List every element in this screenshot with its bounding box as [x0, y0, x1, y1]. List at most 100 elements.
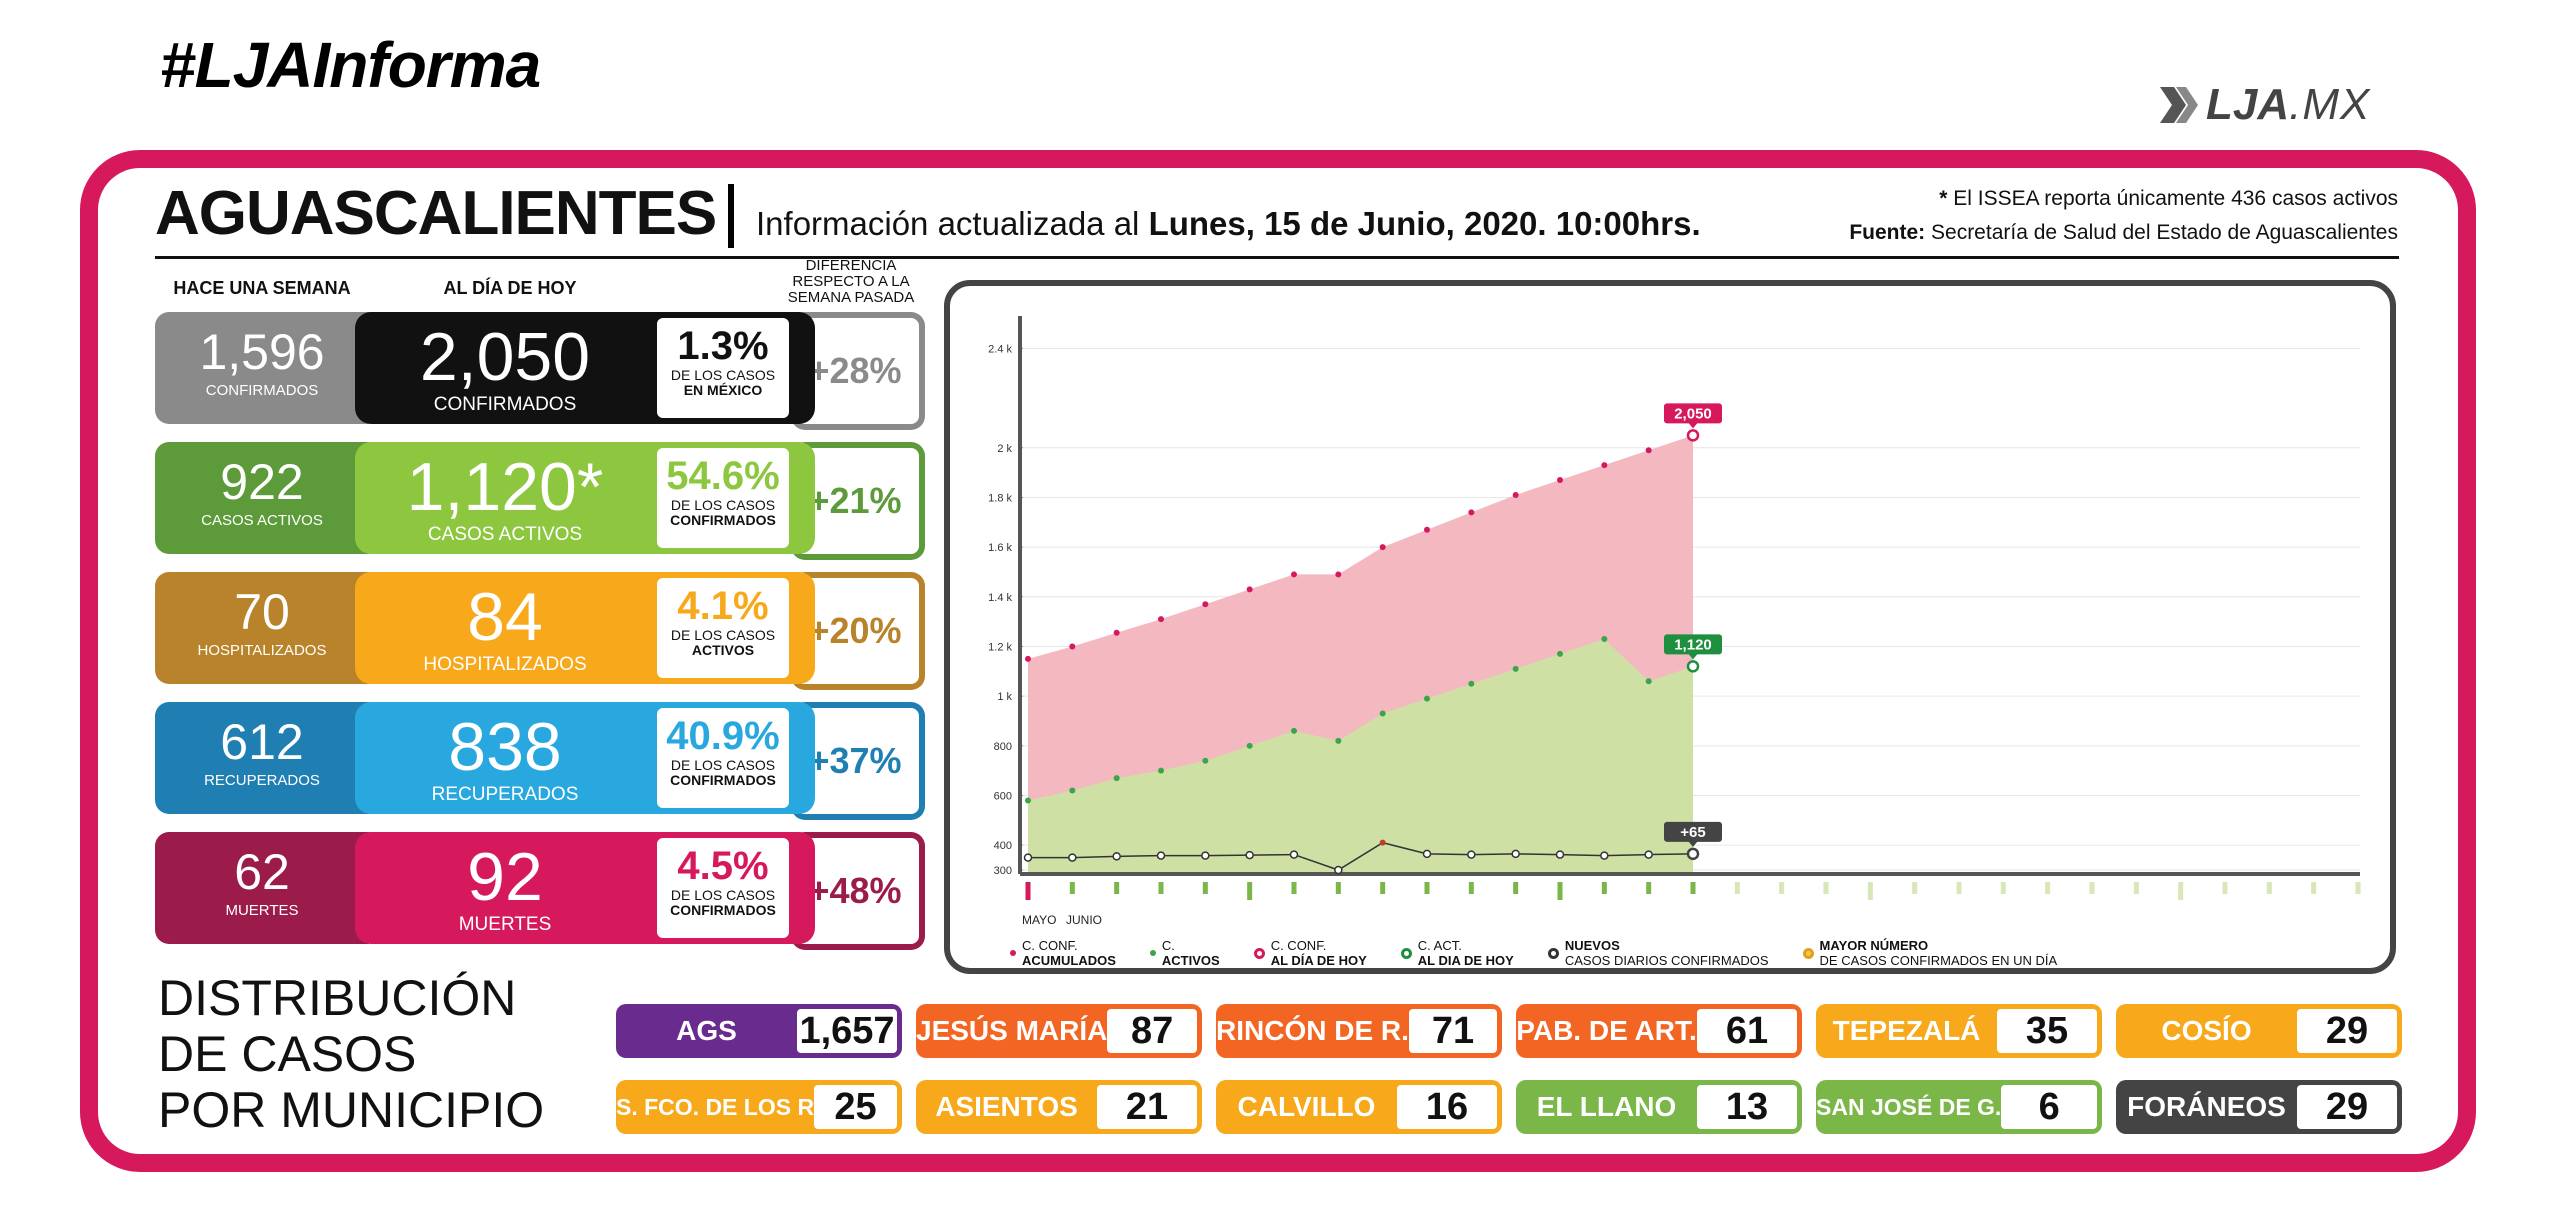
percentage-caption-line2: ACTIVOS — [691, 642, 755, 658]
prev-week-label: RECUPERADOS — [204, 772, 320, 789]
today-ring — [1686, 847, 1700, 861]
legend-label-pre: C. — [1161, 938, 1175, 953]
prev-week-value: 922 — [220, 454, 304, 510]
percentage-caption: DE LOS CASOS CONFIRMADOS — [657, 498, 789, 528]
percentage-box: 4.5% DE LOS CASOS CONFIRMADOS — [657, 838, 789, 938]
state-title: AGUASCALIENTES — [155, 179, 717, 248]
legend-entry: C. ACT. AL DIA DE HOY — [1400, 938, 1514, 968]
today-box: 92 MUERTES 4.5% DE LOS CASOS CONFIRMADOS — [355, 832, 815, 944]
x-tick-mark — [1601, 882, 1607, 894]
x-tick-mark — [1158, 882, 1164, 894]
annotation-pointer — [1688, 653, 1698, 660]
x-tick-mark — [2355, 882, 2361, 894]
logo-suffix: .MX — [2289, 80, 2371, 129]
percentage-caption-line2: CONFIRMADOS — [670, 772, 776, 788]
legend-entry: NUEVOS CASOS DIARIOS CONFIRMADOS — [1547, 938, 1769, 968]
stat-row-recovered: 612 RECUPERADOS +37% 838 RECUPERADOS 40.9% DE … — [155, 702, 925, 820]
update-info: Información actualizada al Lunes, 15 de … — [756, 205, 1701, 243]
today-value: 92 — [467, 839, 543, 915]
point-active — [1291, 727, 1297, 734]
today-label: CONFIRMADOS — [433, 394, 577, 415]
municipality-item: EL LLANO 13 — [1516, 1080, 1802, 1134]
point-daily-new — [1467, 850, 1476, 859]
x-tick-label: MAYO — [1022, 913, 1056, 927]
x-tick-mark — [2222, 882, 2228, 894]
point-confirmed — [1246, 586, 1253, 593]
legend-ring-icon — [1547, 947, 1559, 959]
update-prefix: Información actualizada al — [756, 205, 1149, 242]
prev-week-box: 62 MUERTES — [155, 832, 369, 944]
municipality-name: COSÍO — [2161, 1015, 2252, 1046]
legend-label: NUEVOS CASOS DIARIOS CONFIRMADOS — [1565, 938, 1769, 968]
point-confirmed — [1158, 616, 1164, 623]
point-active — [1424, 695, 1430, 702]
point-daily-max — [1379, 839, 1386, 846]
note-text: El ISSEA reporta únicamente 436 casos ac… — [1947, 187, 2398, 210]
stat-row-deaths: 62 MUERTES +48% 92 MUERTES 4.5% DE LOS CASOS CO… — [155, 832, 925, 950]
point-active — [1601, 636, 1608, 643]
prev-week-value: 612 — [220, 714, 304, 770]
annotation-label: 1,120 — [1674, 636, 1712, 653]
title-separator — [728, 184, 734, 248]
point-active — [1246, 742, 1253, 749]
point-active — [1025, 797, 1031, 804]
municipality-count: 6 — [2001, 1085, 2097, 1129]
percentage-value: 4.1% — [677, 584, 769, 628]
annotation-badge — [1664, 821, 1722, 842]
x-tick-mark — [1291, 882, 1297, 894]
hashtag-title: #LJAInforma — [160, 29, 541, 101]
percentage-caption-line2: CONFIRMADOS — [670, 512, 776, 528]
distribution-title: DISTRIBUCIÓN DE CASOS POR MUNICIPIO — [158, 970, 544, 1138]
legend-label-bold: ACTIVOS — [1161, 953, 1220, 968]
y-tick-label: 400 — [994, 840, 1012, 852]
point-daily-new — [1156, 851, 1166, 860]
today-value: 84 — [467, 579, 543, 655]
percentage-caption: DE LOS CASOS CONFIRMADOS — [657, 888, 789, 918]
municipality-item: FORÁNEOS 29 — [2116, 1080, 2402, 1134]
percentage-caption-line1: DE LOS CASOS — [670, 757, 776, 773]
municipality-count: 1,657 — [797, 1009, 897, 1053]
point-confirmed — [1424, 526, 1430, 533]
point-confirmed — [1291, 571, 1297, 578]
percentage-caption-line2: CONFIRMADOS — [670, 902, 776, 918]
y-tick-label: 1.4 k — [988, 592, 1012, 604]
percentage-value: 54.6% — [666, 454, 780, 498]
legend-label: C. CONF. AL DÍA DE HOY — [1271, 938, 1367, 968]
municipality-name: TEPEZALÁ — [1832, 1015, 1981, 1046]
today-box: 838 RECUPERADOS 40.9% DE LOS CASOS CONFIRMAD… — [355, 702, 815, 814]
municipality-count: 16 — [1397, 1085, 1497, 1129]
percentage-caption-line1: DE LOS CASOS — [670, 367, 776, 383]
legend-dot-icon — [1010, 950, 1016, 956]
percentage-value: 40.9% — [666, 714, 780, 758]
today-label: CASOS ACTIVOS — [427, 524, 583, 545]
legend-ring-icon — [1400, 947, 1412, 959]
stat-row-hospitalized: 70 HOSPITALIZADOS +20% 84 HOSPITALIZADOS 4.1%… — [155, 572, 925, 690]
municipality-item: COSÍO 29 — [2116, 1004, 2402, 1058]
x-tick-mark — [2311, 882, 2317, 894]
legend-label-bold: NUEVOS — [1564, 938, 1620, 953]
municipality-name: FORÁNEOS — [2127, 1091, 2286, 1122]
x-tick-mark — [2000, 882, 2006, 894]
point-confirmed — [1379, 544, 1386, 551]
point-confirmed — [1025, 655, 1031, 662]
point-active — [1379, 710, 1386, 717]
municipality-item: S. FCO. DE LOS R 25 — [616, 1080, 902, 1134]
municipality-item: PAB. DE ART. 61 — [1516, 1004, 1802, 1058]
municipality-count: 25 — [814, 1085, 897, 1129]
week-diff-value: +28% — [808, 350, 902, 391]
x-tick-mark — [1690, 882, 1696, 894]
annotation-badge — [1664, 634, 1722, 655]
municipality-count: 71 — [1408, 1009, 1497, 1053]
percentage-caption-line2: EN MÉXICO — [683, 382, 763, 398]
legend-label: C. ACT. AL DIA DE HOY — [1418, 938, 1514, 968]
municipality-item: TEPEZALÁ 35 — [1816, 1004, 2102, 1058]
point-active — [1202, 757, 1209, 764]
x-tick-mark — [1380, 882, 1386, 894]
municipality-name: ASIENTOS — [935, 1091, 1078, 1122]
prev-week-value: 70 — [234, 584, 290, 640]
prev-week-label: MUERTES — [225, 902, 299, 919]
municipality-item: SAN JOSÉ DE G. 6 — [1816, 1080, 2102, 1134]
percentage-box: 4.1% DE LOS CASOS ACTIVOS — [657, 578, 789, 678]
x-tick-mark — [1202, 882, 1208, 894]
column-header-diff: DIFERENCIA RESPECTO A LA SEMANA PASADA — [787, 257, 915, 306]
